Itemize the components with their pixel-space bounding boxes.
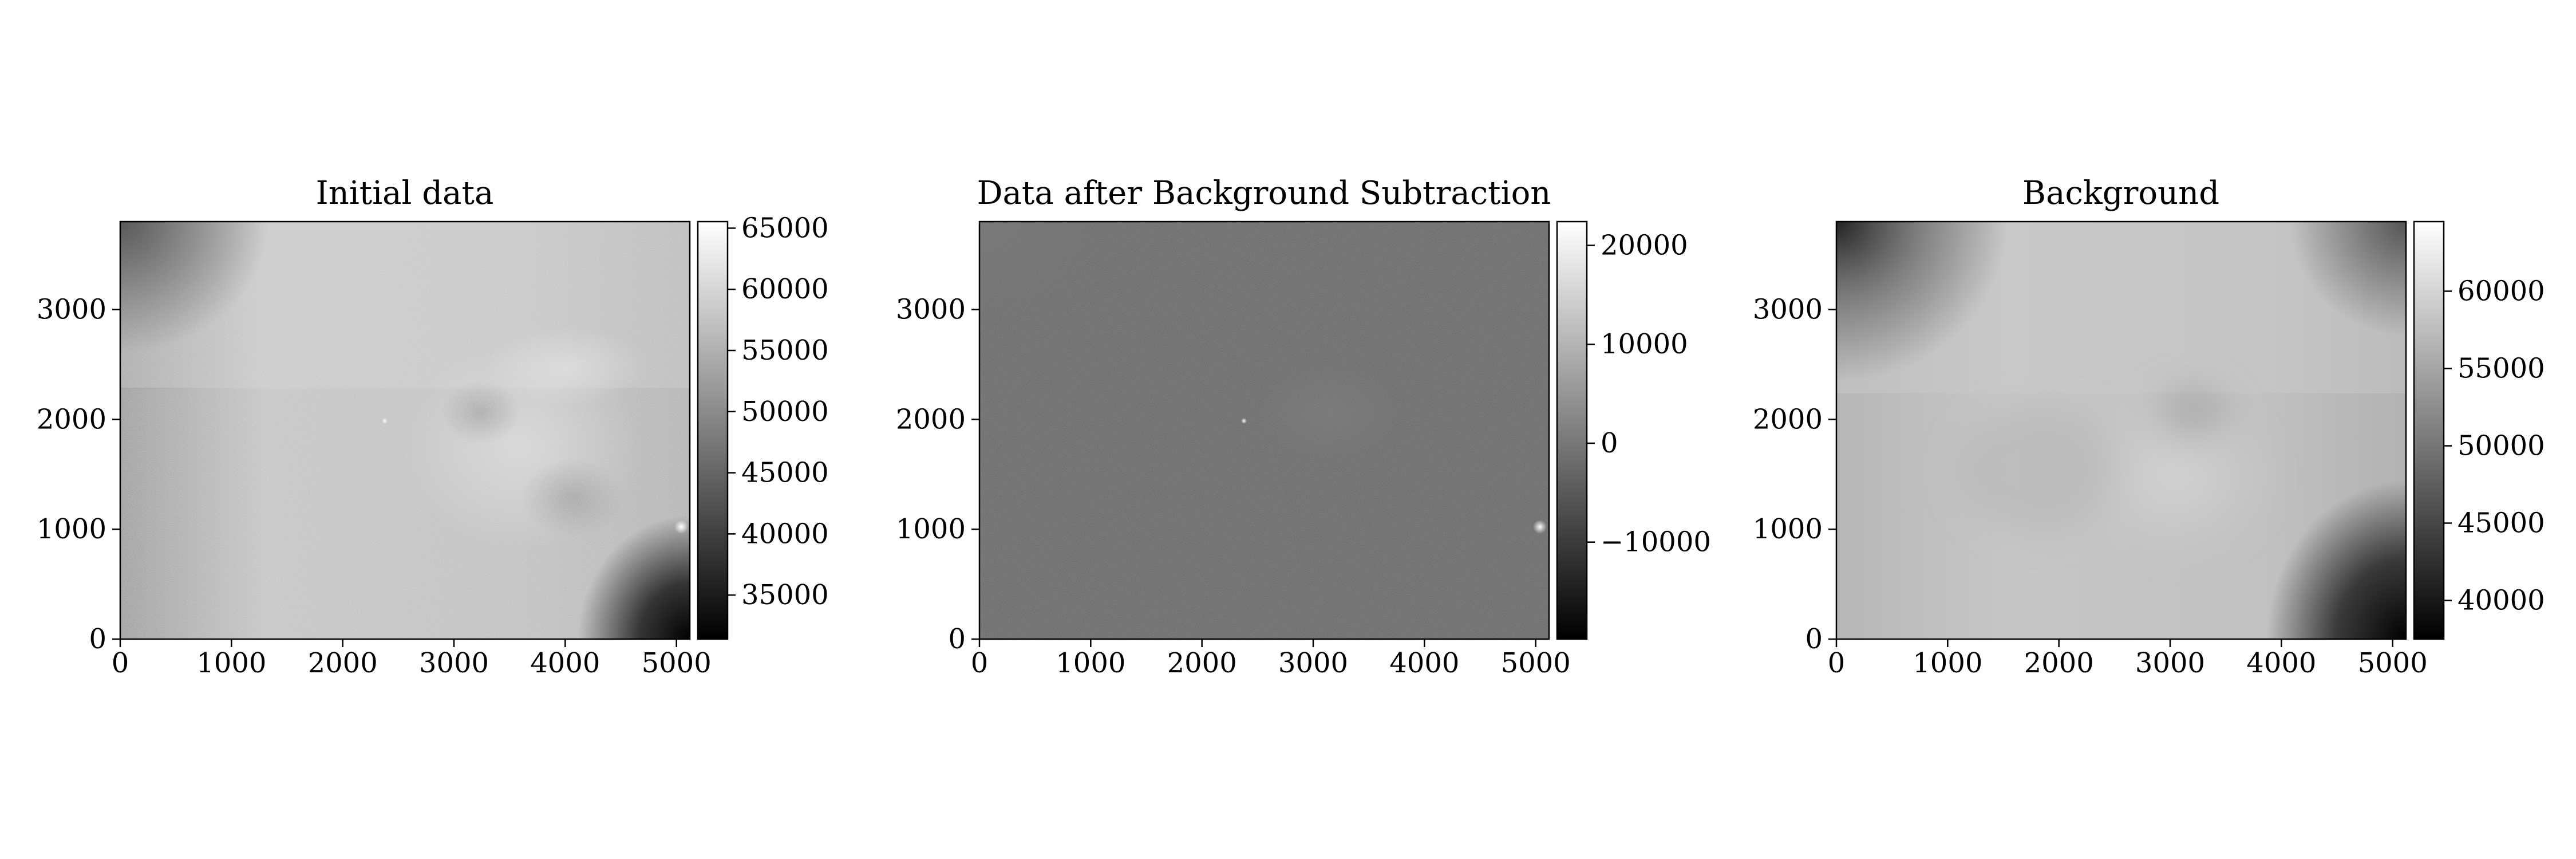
x-tick-label: 1000	[1913, 647, 1982, 679]
x-tick-label: 4000	[2246, 647, 2316, 679]
y-tick-label: 0	[1805, 623, 1823, 655]
y-tick-label: 3000	[37, 293, 106, 325]
colorbar-tick-label: 10000	[1601, 328, 1688, 360]
title-background: Background	[2022, 175, 2219, 212]
y-tick-label: 2000	[896, 403, 966, 435]
colorbar-background: 40000 45000 50000 55000 60000	[2413, 220, 2545, 640]
y-tick-label: 1000	[1753, 513, 1823, 545]
colorbar-tick-label: 40000	[2458, 585, 2545, 617]
colorbar-tick-label: 45000	[741, 457, 829, 489]
panel-background: Background 0 1000 2000 3000 4000 5000 0 1000 20…	[1753, 175, 2545, 679]
title-background-subtracted: Data after Background Subtraction	[977, 175, 1551, 212]
axes-frame-background-subtracted	[978, 220, 1550, 640]
colorbar-initial-data: 35000 40000 45000 50000 55000 60000 65000	[697, 212, 829, 640]
x-tick-label: 2000	[1167, 647, 1237, 679]
colorbar-tick-label: 45000	[2458, 507, 2545, 539]
colorbar-tick-label: 40000	[741, 518, 829, 550]
x-tick-label: 2000	[2024, 647, 2094, 679]
colorbar-tick-label: −10000	[1601, 526, 1711, 558]
x-tick-label: 0	[112, 647, 129, 679]
x-tick-label: 1000	[196, 647, 266, 679]
y-tick-label: 0	[948, 623, 966, 655]
colorbar-tick-label: 65000	[741, 212, 829, 244]
x-tick-label: 5000	[642, 647, 712, 679]
colorbar-tick-label: 60000	[741, 273, 829, 305]
y-tick-label: 1000	[896, 513, 966, 545]
heatmap-image-initial-data	[120, 222, 690, 639]
colorbar-tick-label: 35000	[741, 579, 829, 611]
colorbar-tick-label: 0	[1601, 427, 1618, 459]
y-tick-label: 2000	[1753, 403, 1823, 435]
y-ticks-background-subtracted: 0 1000 2000 3000	[896, 293, 979, 655]
colorbar-tick-label: 50000	[741, 396, 829, 428]
x-tick-label: 0	[971, 647, 989, 679]
y-tick-label: 1000	[37, 513, 106, 545]
y-tick-label: 0	[89, 623, 106, 655]
x-tick-label: 0	[1828, 647, 1846, 679]
x-tick-label: 3000	[2135, 647, 2205, 679]
colorbar-background-subtracted: −10000 0 10000 20000	[1556, 220, 1711, 640]
panel-background-subtracted: Data after Background Subtraction 0 1000 2…	[896, 175, 1711, 679]
colorbar-ticks-background: 40000 45000 50000 55000 60000	[2444, 275, 2545, 617]
y-tick-label: 3000	[1753, 293, 1823, 325]
x-ticks-background: 0 1000 2000 3000 4000 5000	[1828, 639, 2428, 679]
colorbar-tick-label: 20000	[1601, 229, 1688, 261]
colorbar-tick-label: 55000	[741, 334, 829, 367]
colorbar-tick-label: 55000	[2458, 353, 2545, 385]
x-tick-label: 3000	[419, 647, 489, 679]
y-ticks-background: 0 1000 2000 3000	[1753, 293, 1836, 655]
x-tick-label: 2000	[308, 647, 378, 679]
x-tick-label: 5000	[2358, 647, 2428, 679]
colorbar-tick-label: 50000	[2458, 430, 2545, 462]
colorbar-ticks-background-subtracted: −10000 0 10000 20000	[1587, 229, 1711, 558]
x-tick-label: 3000	[1278, 647, 1348, 679]
x-tick-label: 1000	[1056, 647, 1125, 679]
x-tick-label: 5000	[1501, 647, 1571, 679]
panel-initial-data: Initial data 0 1000 2000 3000 4000 5000 0 1000…	[37, 175, 829, 679]
x-ticks-initial-data: 0 1000 2000 3000 4000 5000	[112, 639, 712, 679]
axes-frame-initial-data	[119, 220, 691, 640]
colorbar-ticks-initial-data: 35000 40000 45000 50000 55000 60000 65000	[728, 212, 829, 611]
heatmap-image-background	[1836, 222, 2406, 639]
title-initial-data: Initial data	[316, 175, 494, 212]
y-ticks-initial-data: 0 1000 2000 3000	[37, 293, 120, 655]
x-ticks-background-subtracted: 0 1000 2000 3000 4000 5000	[971, 639, 1571, 679]
axes-frame-background	[1835, 220, 2407, 640]
y-tick-label: 2000	[37, 403, 106, 435]
heatmap-image-background-subtracted	[979, 222, 1549, 639]
x-tick-label: 4000	[530, 647, 600, 679]
colorbar-tick-label: 60000	[2458, 275, 2545, 308]
x-tick-label: 4000	[1389, 647, 1459, 679]
y-tick-label: 3000	[896, 293, 966, 325]
